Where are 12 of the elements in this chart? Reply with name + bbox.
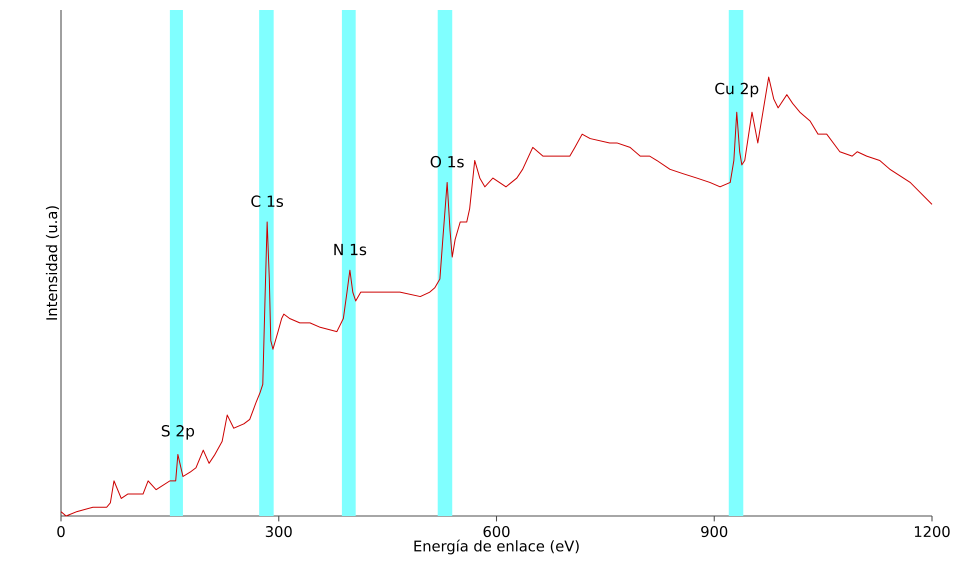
x-tick-label: 300 <box>266 526 292 538</box>
x-tick-label: 900 <box>701 526 728 538</box>
annotation: O 1s <box>430 156 464 168</box>
y-axis-title: Intensidad (u.a) <box>46 206 59 320</box>
annotation: C 1s <box>251 195 284 208</box>
x-tick-label: 0 <box>57 526 65 538</box>
annotation: N 1s <box>334 244 366 256</box>
x-axis-title: Energía de enlace (eV) <box>414 540 579 554</box>
annotation: S 2p <box>162 425 194 440</box>
annotation: Cu 2p <box>715 82 758 98</box>
x-tick-label: 600 <box>484 526 510 538</box>
x-tick-label: 1200 <box>914 526 950 538</box>
